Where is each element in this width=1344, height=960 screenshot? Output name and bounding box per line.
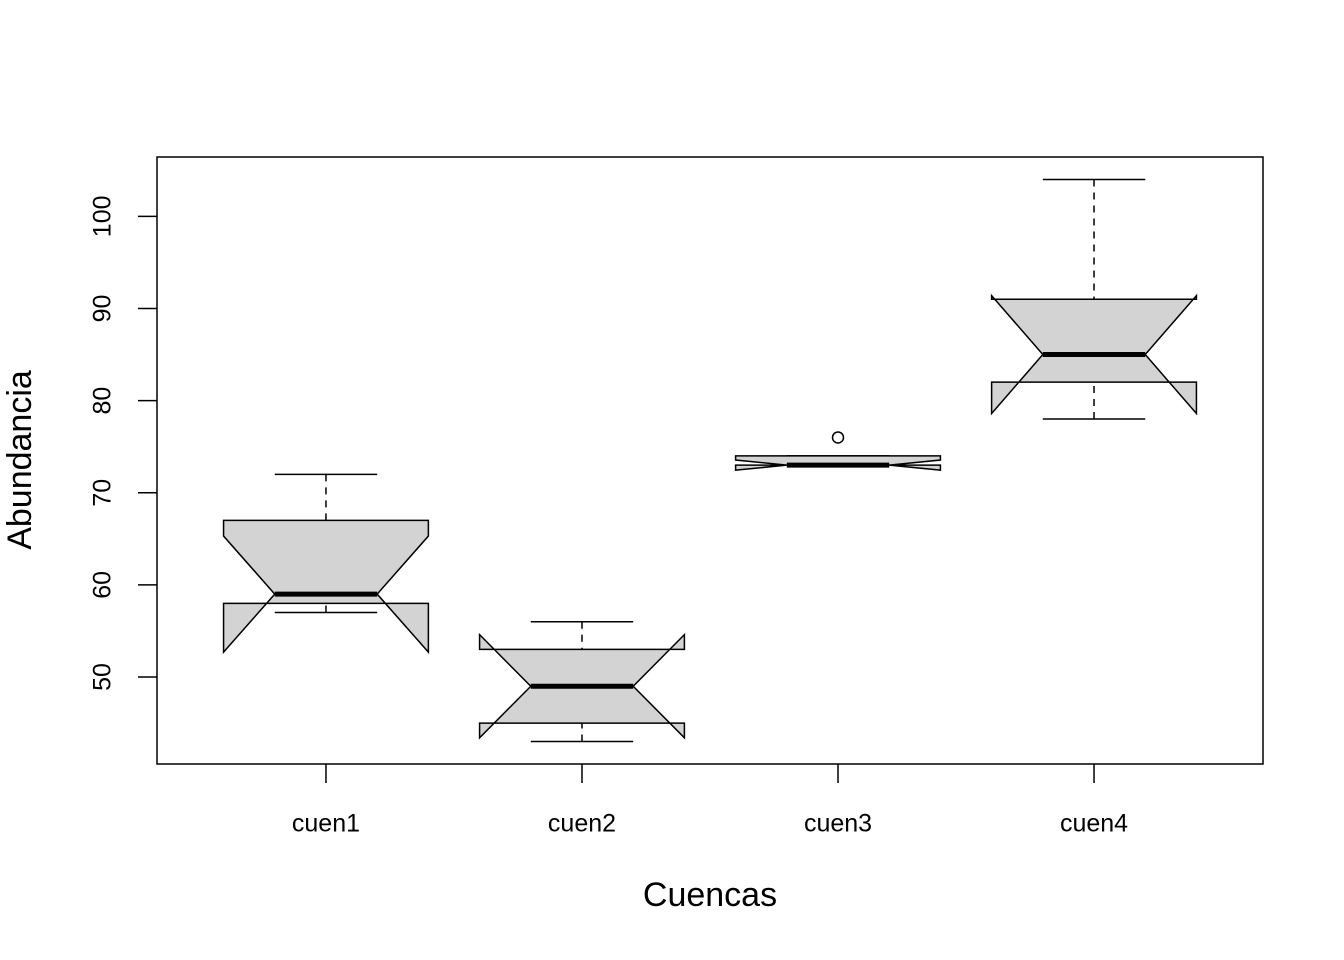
y-tick-label: 50: [89, 663, 117, 691]
plot-frame: [156, 156, 1264, 765]
x-tick-label: cuen3: [804, 810, 872, 838]
y-tick-label: 80: [89, 387, 117, 415]
y-tick-label: 60: [89, 571, 117, 599]
x-axis-title: Cuencas: [643, 876, 777, 914]
y-tick-label: 100: [89, 195, 117, 237]
x-tick-label: cuen2: [548, 810, 616, 838]
y-tick-label: 70: [89, 479, 117, 507]
x-tick-label: cuen4: [1060, 810, 1128, 838]
outlier: [831, 431, 845, 444]
y-tick-label: 90: [89, 295, 117, 323]
x-tick-label: cuen1: [292, 810, 360, 838]
y-axis-title: Abundancia: [1, 370, 39, 550]
notched-box: [222, 519, 430, 655]
